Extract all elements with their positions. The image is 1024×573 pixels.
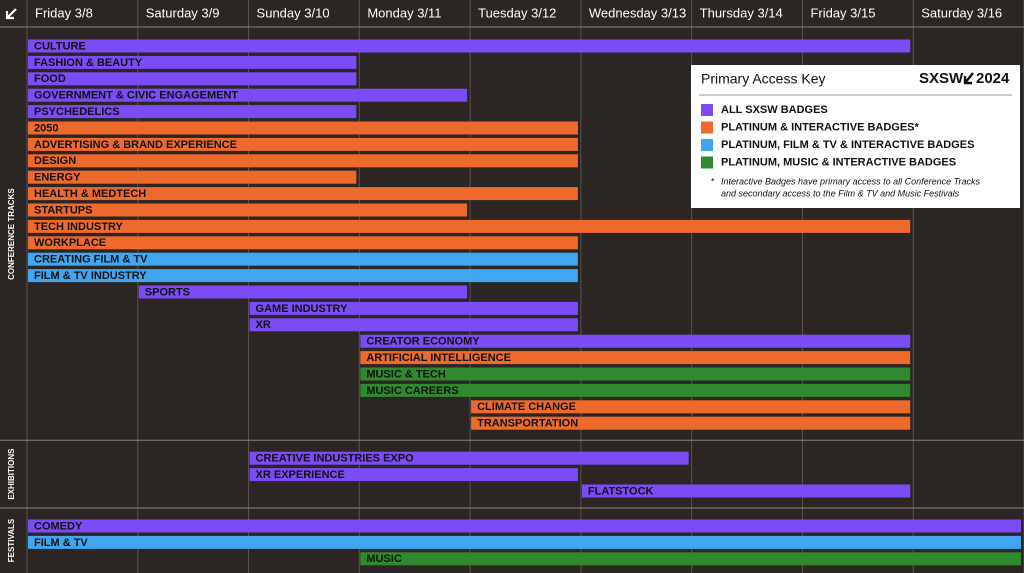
day-label: Tuesday 3/12 <box>478 5 556 20</box>
bar <box>28 137 578 151</box>
bar-label: XR <box>256 319 271 331</box>
bar-label: MUSIC <box>366 553 402 565</box>
day-label: Saturday 3/9 <box>146 5 220 20</box>
bar <box>360 552 1021 566</box>
bar <box>28 121 578 135</box>
legend-swatch <box>701 121 713 134</box>
corner-icon <box>5 8 17 20</box>
bar <box>360 334 911 348</box>
section-label: EXHIBITIONS <box>7 448 16 500</box>
legend-label: PLATINUM, FILM & TV & INTERACTIVE BADGES <box>721 139 974 151</box>
day-label: Friday 3/15 <box>810 5 875 20</box>
bar-label: FILM & TV INDUSTRY <box>34 270 147 282</box>
bar <box>28 203 468 217</box>
day-label: Thursday 3/14 <box>700 5 783 20</box>
bar <box>360 383 911 397</box>
day-label: Wednesday 3/13 <box>589 5 686 20</box>
legend-title: Primary Access Key <box>701 71 825 87</box>
legend-note: Interactive Badges have primary access t… <box>721 176 980 186</box>
section-label: CONFERENCE TRACKS <box>7 188 16 280</box>
logo-text: SXSW <box>919 70 964 87</box>
bar <box>28 535 1021 549</box>
bar-label: SPORTS <box>145 286 190 298</box>
bar <box>28 105 357 119</box>
bar <box>28 252 578 266</box>
legend-swatch <box>701 139 713 151</box>
bar-label: GAME INDUSTRY <box>256 303 349 315</box>
legend-swatch <box>701 156 713 169</box>
bar <box>581 484 911 498</box>
bar <box>28 187 578 201</box>
bar-label: ADVERTISING & BRAND EXPERIENCE <box>34 139 237 151</box>
bar-label: WORKPLACE <box>34 237 106 249</box>
bar <box>28 88 468 102</box>
bar-label: MUSIC & TECH <box>366 368 446 380</box>
section-label: FESTIVALS <box>7 518 16 562</box>
day-label: Monday 3/11 <box>367 5 441 20</box>
bar-label: DESIGN <box>34 155 76 167</box>
legend-label: ALL SXSW BADGES <box>721 104 828 116</box>
bar <box>360 351 911 365</box>
bar-label: COMEDY <box>34 520 83 532</box>
bar-label: PSYCHEDELICS <box>34 106 120 118</box>
legend-label: PLATINUM, MUSIC & INTERACTIVE BADGES <box>721 156 956 168</box>
bar-label: CREATOR ECONOMY <box>366 336 480 348</box>
bar-label: CULTURE <box>34 40 86 52</box>
note-mark: * <box>711 176 715 186</box>
bar <box>471 400 911 414</box>
day-label: Saturday 3/16 <box>921 5 1002 20</box>
bar <box>249 318 578 332</box>
bar-label: CREATIVE INDUSTRIES EXPO <box>256 453 415 465</box>
day-label: Friday 3/8 <box>35 5 93 20</box>
bar-label: CREATING FILM & TV <box>34 254 148 266</box>
bar <box>28 55 357 69</box>
bar-label: ENERGY <box>34 172 81 184</box>
bar <box>360 367 911 381</box>
bar <box>28 72 357 86</box>
bar-label: CLIMATE CHANGE <box>477 401 576 413</box>
bar <box>28 236 578 250</box>
bar <box>138 285 468 299</box>
bar-label: XR EXPERIENCE <box>256 469 345 481</box>
bar-label: GOVERNMENT & CIVIC ENGAGEMENT <box>34 90 238 102</box>
legend-note: and secondary access to the Film & TV an… <box>721 188 960 198</box>
bar <box>28 170 357 184</box>
bar <box>28 519 1021 533</box>
bar <box>249 451 689 465</box>
bar <box>28 219 911 233</box>
bar-label: FASHION & BEAUTY <box>34 57 143 69</box>
bar-label: TECH INDUSTRY <box>34 221 123 233</box>
legend-swatch <box>701 104 713 116</box>
bar-label: ARTIFICIAL INTELLIGENCE <box>366 352 511 364</box>
bar-label: FOOD <box>34 73 66 85</box>
logo-arrow <box>963 72 974 85</box>
bar <box>471 416 911 430</box>
day-label: Sunday 3/10 <box>257 5 330 20</box>
bar-label: STARTUPS <box>34 204 92 216</box>
legend-label: PLATINUM & INTERACTIVE BADGES* <box>721 121 920 133</box>
bar <box>28 39 911 53</box>
bar-label: TRANSPORTATION <box>477 418 578 430</box>
bar-label: HEALTH & MEDTECH <box>34 188 146 200</box>
legend-box <box>691 65 1020 208</box>
bar-label: 2050 <box>34 122 58 134</box>
bar <box>28 154 578 168</box>
bar-label: FILM & TV <box>34 537 88 549</box>
bar-label: MUSIC CAREERS <box>366 385 458 397</box>
bar <box>28 269 578 283</box>
bar <box>249 468 578 482</box>
logo-year: 2024 <box>976 70 1010 87</box>
bar-label: FLATSTOCK <box>588 485 654 497</box>
bar <box>249 301 578 315</box>
